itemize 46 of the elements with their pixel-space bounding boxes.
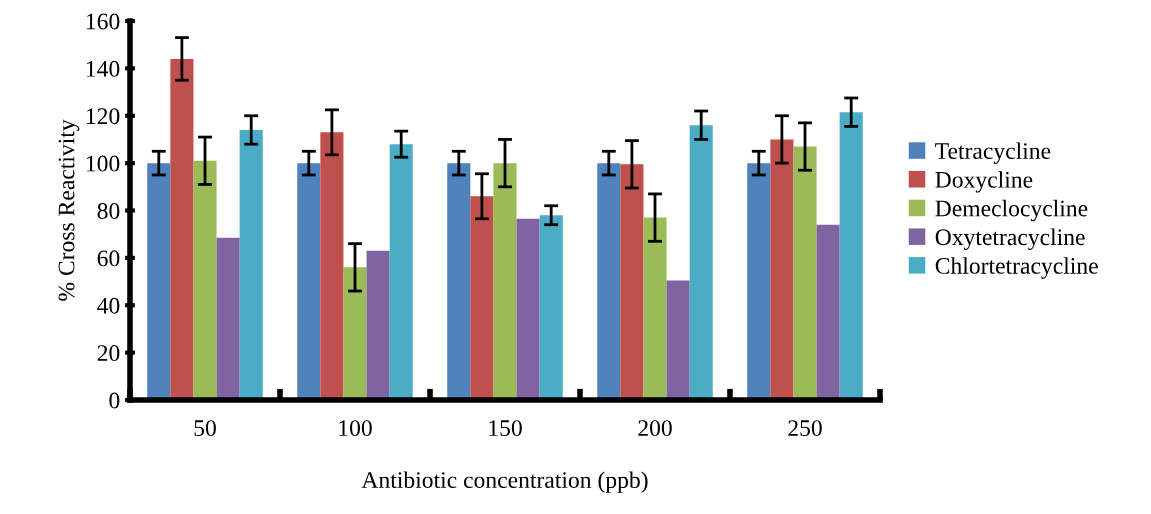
bar [643, 217, 667, 400]
bar [170, 58, 194, 400]
x-tick-label: 250 [788, 420, 822, 437]
bar [147, 163, 171, 400]
y-tick-label: 120 [86, 108, 120, 125]
bar [816, 224, 840, 400]
x-tick-label: 50 [194, 420, 216, 437]
y-tick-label: 40 [97, 297, 120, 314]
legend-label: Tetracycline [935, 142, 1051, 164]
legend-label: Doxycline [935, 171, 1033, 193]
bar [516, 218, 540, 400]
bar [470, 196, 494, 400]
bar [216, 237, 240, 400]
bar [839, 112, 863, 400]
x-tick-label: 200 [638, 420, 672, 437]
x-tick-label: 150 [489, 420, 522, 437]
bar [320, 132, 344, 400]
bar [389, 144, 413, 400]
bar [689, 125, 713, 400]
bar [366, 250, 390, 400]
legend-label: Chlortetracycline [935, 257, 1098, 279]
x-tick-label: 100 [339, 420, 372, 437]
bar [343, 267, 367, 400]
bar [620, 164, 644, 400]
y-tick-label: 80 [97, 202, 120, 219]
bar [193, 160, 217, 400]
bar [597, 163, 621, 400]
x-axis-title: Antibiotic concentration (ppb) [361, 471, 648, 493]
bar [747, 163, 771, 400]
legend-label: Oxytetracycline [935, 228, 1085, 251]
y-tick-label: 140 [86, 60, 120, 77]
bar [493, 163, 517, 400]
bar [793, 146, 817, 400]
legend-label: Demeclocycline [935, 199, 1088, 222]
y-tick-label: 0 [109, 392, 120, 409]
y-tick-label: 100 [86, 155, 120, 172]
bar [447, 163, 471, 400]
bar [770, 139, 794, 400]
bar [539, 215, 563, 400]
bar [297, 163, 321, 400]
y-axis-title: % Cross Reactivity [58, 119, 80, 301]
y-tick-label: 60 [97, 250, 120, 267]
y-tick-label: 20 [97, 345, 120, 362]
bar [666, 280, 690, 400]
bar [239, 129, 263, 400]
y-tick-label: 160 [86, 13, 120, 30]
